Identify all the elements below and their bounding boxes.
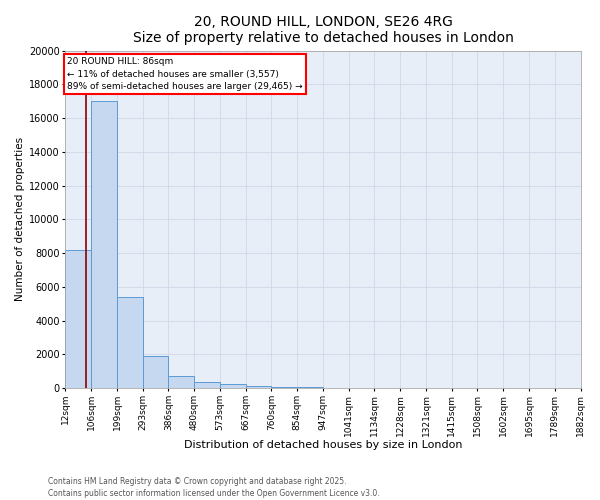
Bar xyxy=(271,387,298,388)
Bar xyxy=(65,250,91,388)
X-axis label: Distribution of detached houses by size in London: Distribution of detached houses by size … xyxy=(184,440,462,450)
Text: 20 ROUND HILL: 86sqm
← 11% of detached houses are smaller (3,557)
89% of semi-de: 20 ROUND HILL: 86sqm ← 11% of detached h… xyxy=(67,58,302,92)
Y-axis label: Number of detached properties: Number of detached properties xyxy=(15,138,25,302)
Bar xyxy=(117,297,143,388)
Bar xyxy=(169,376,194,388)
Bar xyxy=(220,384,246,388)
Text: Contains HM Land Registry data © Crown copyright and database right 2025.
Contai: Contains HM Land Registry data © Crown c… xyxy=(48,476,380,498)
Bar xyxy=(194,382,220,388)
Bar xyxy=(91,101,117,388)
Bar xyxy=(246,386,271,388)
Title: 20, ROUND HILL, LONDON, SE26 4RG
Size of property relative to detached houses in: 20, ROUND HILL, LONDON, SE26 4RG Size of… xyxy=(133,15,514,45)
Bar xyxy=(143,356,169,388)
